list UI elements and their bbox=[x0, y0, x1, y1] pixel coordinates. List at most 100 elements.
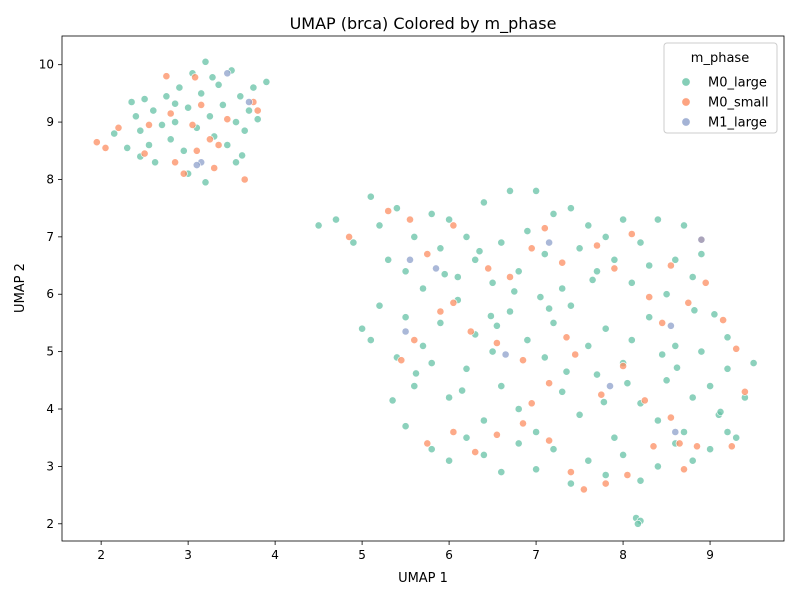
legend-marker bbox=[681, 77, 691, 87]
marker-m0-large bbox=[706, 382, 714, 390]
marker-m0-large bbox=[723, 428, 732, 436]
marker-m0-large bbox=[506, 307, 514, 316]
marker-m0-small bbox=[601, 479, 610, 488]
marker-m1-large bbox=[667, 321, 675, 330]
marker-m0-large bbox=[486, 312, 495, 320]
marker-m0-large bbox=[410, 382, 419, 390]
marker-m1-large bbox=[545, 238, 553, 247]
marker-m0-small bbox=[345, 232, 353, 241]
marker-m0-large bbox=[593, 370, 601, 379]
marker-m0-small bbox=[205, 135, 214, 144]
marker-m0-large bbox=[601, 324, 610, 333]
marker-m0-large bbox=[445, 393, 453, 402]
marker-m0-large bbox=[658, 350, 667, 359]
y-tick-label: 5 bbox=[46, 345, 54, 359]
marker-m0-small bbox=[732, 344, 741, 353]
marker-m0-large bbox=[314, 221, 323, 230]
marker-m0-large bbox=[479, 198, 488, 207]
marker-m0-large bbox=[479, 450, 488, 459]
marker-m0-large bbox=[205, 112, 214, 121]
marker-m0-small bbox=[545, 436, 553, 445]
x-tick-label: 2 bbox=[97, 548, 105, 562]
marker-m0-large bbox=[208, 73, 217, 82]
marker-m0-small bbox=[492, 339, 501, 347]
marker-m0-small bbox=[519, 419, 527, 428]
marker-m0-small bbox=[471, 448, 480, 456]
marker-m0-large bbox=[567, 301, 575, 310]
legend-entries: M0_large M0_small M1_large bbox=[681, 76, 769, 131]
marker-m0-small bbox=[719, 316, 727, 324]
marker-m0-large bbox=[232, 118, 240, 126]
marker-m0-large bbox=[471, 255, 480, 264]
marker-m0-large bbox=[332, 215, 340, 224]
y-axis-label: UMAP 2 bbox=[13, 263, 28, 313]
marker-m0-large bbox=[706, 445, 714, 454]
marker-m0-large bbox=[201, 57, 210, 66]
marker-m0-large bbox=[419, 341, 427, 350]
marker-m0-small bbox=[619, 362, 627, 370]
marker-m0-large bbox=[253, 115, 262, 124]
marker-m0-large bbox=[567, 479, 575, 488]
marker-m0-large bbox=[645, 261, 654, 270]
y-tick-label: 2 bbox=[46, 517, 54, 531]
marker-m0-small bbox=[680, 465, 688, 474]
marker-m0-large bbox=[232, 158, 240, 167]
marker-m0-large bbox=[366, 192, 375, 201]
y-tick-label: 6 bbox=[46, 287, 54, 301]
marker-m0-large bbox=[179, 146, 188, 155]
marker-m0-large bbox=[475, 247, 484, 256]
marker-m0-large bbox=[401, 267, 410, 276]
marker-m1-large bbox=[501, 350, 510, 359]
marker-m0-large bbox=[627, 336, 636, 344]
marker-m0-large bbox=[593, 267, 601, 276]
marker-m0-large bbox=[688, 456, 697, 465]
marker-m0-large bbox=[654, 215, 662, 224]
marker-m0-small bbox=[492, 430, 501, 439]
marker-m0-small bbox=[623, 471, 632, 479]
marker-m0-large bbox=[175, 83, 184, 92]
marker-m0-large bbox=[654, 462, 662, 471]
marker-m1-large bbox=[671, 428, 680, 436]
marker-m0-large bbox=[558, 387, 567, 396]
y-tick-label: 8 bbox=[46, 172, 54, 186]
marker-m0-large bbox=[440, 270, 449, 279]
y-tick-label: 7 bbox=[46, 230, 54, 244]
marker-m0-large bbox=[671, 341, 680, 350]
marker-m0-large bbox=[510, 287, 519, 296]
marker-m0-large bbox=[412, 369, 420, 378]
marker-m0-large bbox=[619, 450, 627, 459]
marker-m0-large bbox=[540, 353, 549, 362]
marker-m0-large bbox=[636, 476, 645, 485]
marker-m0-large bbox=[584, 221, 593, 230]
marker-m0-small bbox=[562, 333, 571, 342]
marker-m0-large bbox=[514, 267, 523, 276]
marker-m0-large bbox=[549, 318, 558, 327]
marker-m1-large bbox=[406, 255, 414, 264]
marker-m0-large bbox=[610, 255, 619, 264]
marker-m0-large bbox=[349, 238, 358, 247]
marker-m0-small bbox=[436, 307, 445, 316]
y-axis-ticks: 2 3 4 5 6 7 8 9 10 bbox=[39, 58, 62, 531]
marker-m0-large bbox=[151, 158, 159, 167]
marker-m0-small bbox=[701, 278, 710, 287]
marker-m0-large bbox=[492, 321, 501, 330]
marker-m0-small bbox=[192, 146, 201, 155]
marker-m0-small bbox=[397, 356, 406, 365]
marker-m0-small bbox=[449, 428, 458, 436]
x-tick-label: 5 bbox=[358, 548, 366, 562]
marker-m0-large bbox=[688, 273, 697, 281]
marker-m0-large bbox=[549, 209, 558, 218]
marker-m0-large bbox=[366, 336, 375, 344]
x-tick-label: 6 bbox=[445, 548, 453, 562]
marker-m0-small bbox=[162, 72, 171, 81]
marker-m0-large bbox=[600, 398, 608, 406]
marker-m0-small bbox=[191, 73, 199, 82]
marker-m0-large bbox=[549, 445, 558, 454]
marker-m0-small bbox=[645, 293, 654, 301]
marker-m0-small bbox=[423, 439, 432, 448]
marker-m0-small bbox=[410, 336, 419, 344]
y-tick-label: 10 bbox=[39, 58, 54, 72]
marker-m0-small bbox=[610, 264, 619, 273]
marker-m0-large bbox=[427, 359, 436, 367]
